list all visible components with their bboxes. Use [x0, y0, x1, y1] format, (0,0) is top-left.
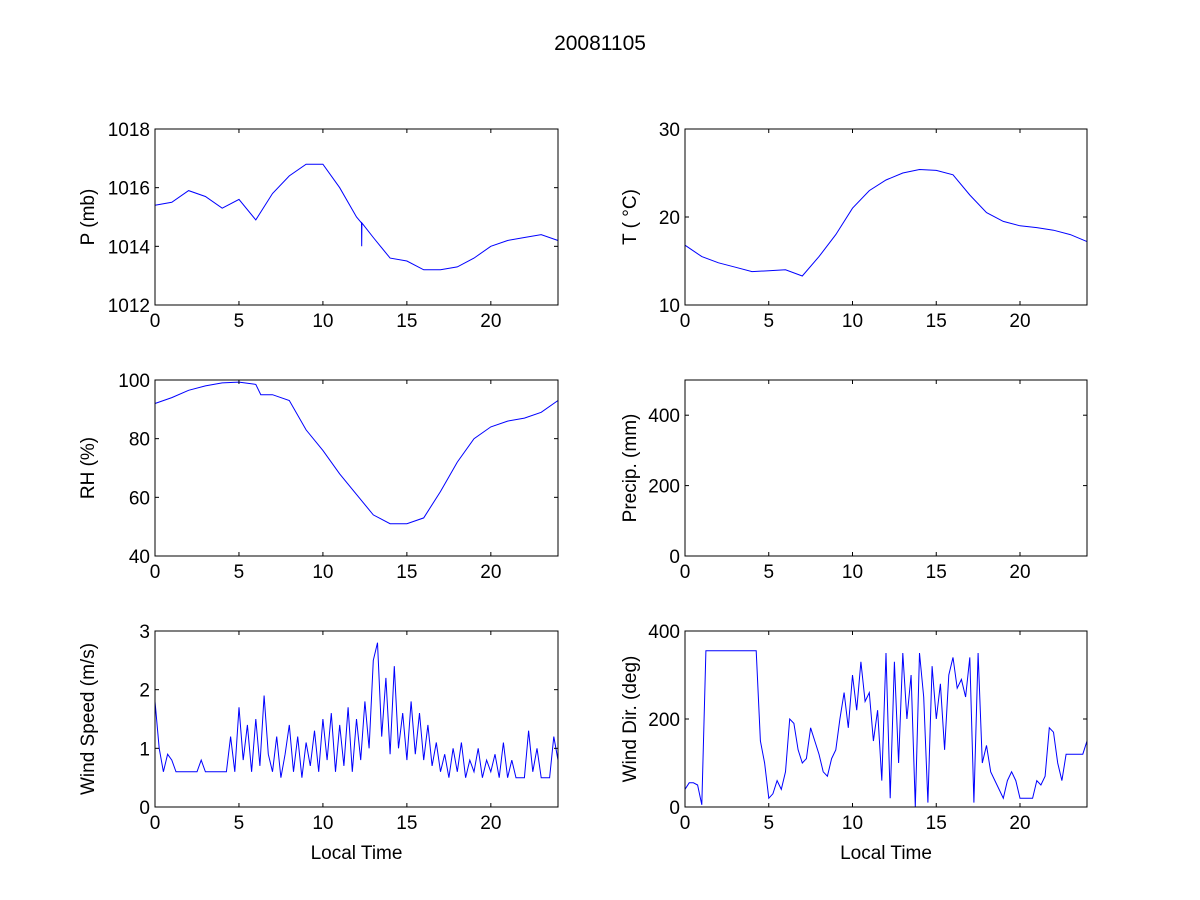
- y-tick-label: 20: [659, 208, 680, 229]
- y-tick-label: 400: [648, 622, 680, 643]
- x-tick-label: 15: [926, 311, 947, 332]
- y-tick-label: 0: [669, 798, 680, 819]
- x-tick-label: 15: [396, 813, 417, 834]
- y-tick-label: 40: [129, 547, 150, 568]
- y-tick-label: 30: [659, 120, 680, 141]
- x-tick-label: 0: [150, 562, 161, 583]
- x-tick-label: 20: [480, 562, 501, 583]
- x-tick-label: 10: [842, 813, 863, 834]
- x-tick-label: 5: [234, 813, 245, 834]
- y-axis-label: T ( °C): [620, 189, 641, 245]
- data-line: [154, 163, 559, 271]
- figure-title: 20081105: [554, 32, 646, 55]
- y-tick-label: 1: [139, 739, 150, 760]
- x-tick-label: 20: [1009, 311, 1030, 332]
- x-tick-label: 0: [680, 311, 691, 332]
- axes-box: [154, 379, 559, 557]
- x-tick-label: 15: [926, 562, 947, 583]
- y-tick-label: 1012: [108, 296, 150, 317]
- x-tick-label: 5: [234, 311, 245, 332]
- x-tick-label: 10: [842, 311, 863, 332]
- y-axis-label: RH (%): [78, 437, 99, 499]
- x-tick-label: 5: [763, 311, 774, 332]
- x-axis-label: Local Time: [840, 843, 932, 864]
- x-tick-label: 15: [396, 311, 417, 332]
- y-axis-label: P (mb): [78, 189, 99, 246]
- plot-area: [155, 380, 558, 556]
- subplot-3: 0 5 10 15 20 40 60 80 100 RH (%): [78, 371, 559, 583]
- axes-box: [154, 128, 559, 306]
- plot-area: [685, 380, 1087, 556]
- x-tick-label: 20: [1009, 562, 1030, 583]
- subplot-1: 0 5 10 15 20 1012 1014 1016 1018 P (mb): [78, 120, 559, 332]
- y-tick-label: 1014: [108, 237, 151, 258]
- x-tick-label: 0: [150, 311, 161, 332]
- y-tick-label: 200: [648, 710, 680, 731]
- data-line: [154, 642, 559, 779]
- x-tick-label: 20: [480, 813, 501, 834]
- x-tick-label: 20: [1009, 813, 1030, 834]
- y-tick-label: 1016: [108, 179, 150, 200]
- x-tick-label: 15: [396, 562, 417, 583]
- y-tick-label: 3: [139, 622, 150, 643]
- x-tick-label: 0: [150, 813, 161, 834]
- x-tick-label: 10: [312, 813, 333, 834]
- y-axis-label: Wind Dir. (deg): [620, 656, 641, 783]
- x-tick-label: 0: [680, 562, 691, 583]
- y-tick-label: 0: [139, 798, 150, 819]
- subplot-2: 0 5 10 15 20 10 20 30 T ( °C): [620, 120, 1088, 332]
- y-tick-label: 1018: [108, 120, 150, 141]
- y-tick-label: 10: [659, 296, 680, 317]
- y-tick-label: 2: [139, 681, 150, 702]
- y-tick-label: 80: [129, 430, 150, 451]
- x-tick-label: 15: [926, 813, 947, 834]
- x-tick-label: 10: [312, 562, 333, 583]
- y-tick-label: 400: [648, 406, 680, 427]
- data-line: [154, 381, 559, 525]
- x-tick-label: 20: [480, 311, 501, 332]
- y-tick-label: 100: [118, 371, 150, 392]
- y-axis-label: Precip. (mm): [620, 414, 641, 523]
- axes-box: [684, 379, 1088, 557]
- y-tick-label: 0: [669, 547, 680, 568]
- y-axis-label: Wind Speed (m/s): [78, 643, 99, 795]
- y-tick-label: 60: [129, 488, 150, 509]
- x-axis-label: Local Time: [311, 843, 403, 864]
- x-tick-label: 5: [763, 562, 774, 583]
- subplot-5: 0 5 10 15 20 0 1 2 3 Wind Speed (m/s) Local Time: [78, 622, 559, 864]
- x-tick-label: 5: [234, 562, 245, 583]
- plot-area: [685, 129, 1087, 305]
- axes-box: [154, 630, 559, 808]
- x-tick-label: 10: [312, 311, 333, 332]
- x-tick-label: 5: [763, 813, 774, 834]
- y-tick-label: 200: [648, 477, 680, 498]
- data-line: [684, 168, 1088, 277]
- x-tick-label: 0: [680, 813, 691, 834]
- data-line: [684, 650, 1088, 808]
- x-tick-label: 10: [842, 562, 863, 583]
